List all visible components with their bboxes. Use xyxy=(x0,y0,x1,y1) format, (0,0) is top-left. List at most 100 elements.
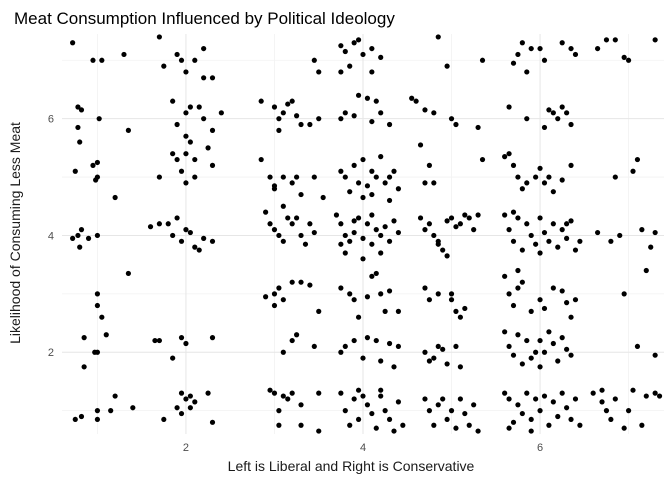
data-point xyxy=(355,37,362,43)
data-point xyxy=(75,104,81,110)
data-point xyxy=(94,291,101,297)
data-point xyxy=(643,393,649,399)
data-point xyxy=(364,221,371,227)
data-point xyxy=(519,410,525,417)
data-point xyxy=(524,180,530,186)
data-point xyxy=(338,116,344,122)
data-point xyxy=(351,40,357,46)
data-point xyxy=(183,396,189,402)
data-point xyxy=(448,297,455,303)
data-point xyxy=(568,352,574,358)
data-point xyxy=(280,110,286,116)
data-point xyxy=(533,396,539,402)
data-point xyxy=(298,402,304,408)
data-point xyxy=(174,405,180,411)
data-point xyxy=(457,314,463,320)
data-point xyxy=(170,355,176,361)
data-point xyxy=(564,221,570,227)
data-point xyxy=(378,54,384,60)
y-axis-ticks: 2 4 6 xyxy=(48,114,54,360)
data-point xyxy=(369,69,375,75)
data-point xyxy=(209,238,216,244)
data-point xyxy=(386,197,393,204)
data-point xyxy=(369,241,375,247)
data-point xyxy=(72,168,78,174)
data-point xyxy=(121,51,127,58)
data-point xyxy=(395,399,402,405)
data-point xyxy=(316,116,322,122)
data-point xyxy=(639,422,645,428)
data-point xyxy=(391,428,397,434)
data-point xyxy=(178,57,185,63)
data-point xyxy=(298,279,304,285)
data-point xyxy=(96,116,102,122)
data-point xyxy=(373,98,379,104)
data-point xyxy=(280,203,286,209)
data-point xyxy=(271,302,278,309)
x-axis-title: Left is Liberal and Right is Conservativ… xyxy=(228,458,475,474)
data-point xyxy=(519,40,525,46)
data-point xyxy=(568,45,574,52)
data-point xyxy=(515,51,521,58)
data-point xyxy=(475,124,481,131)
data-point xyxy=(94,416,101,423)
data-point xyxy=(351,229,357,236)
data-point xyxy=(444,63,450,69)
x-tick-label: 4 xyxy=(360,442,366,454)
data-point xyxy=(391,168,397,174)
data-point xyxy=(386,121,393,128)
data-point xyxy=(550,189,556,195)
data-point xyxy=(457,364,463,370)
data-point xyxy=(546,422,552,428)
data-point xyxy=(378,250,384,256)
data-point xyxy=(201,235,207,241)
data-point xyxy=(621,54,627,60)
data-point xyxy=(78,227,85,233)
data-point xyxy=(422,396,428,402)
data-point xyxy=(519,279,525,285)
data-point xyxy=(285,101,291,107)
data-point xyxy=(382,224,388,230)
data-point xyxy=(612,174,618,180)
data-point xyxy=(555,358,561,364)
data-point xyxy=(564,405,570,411)
data-point xyxy=(316,390,322,396)
data-point xyxy=(417,142,424,148)
data-point xyxy=(378,232,384,239)
data-point xyxy=(603,37,610,43)
data-point xyxy=(448,408,455,414)
data-point xyxy=(93,177,99,183)
data-point xyxy=(187,405,193,411)
data-point xyxy=(360,355,366,361)
data-point xyxy=(209,75,216,81)
data-point xyxy=(448,215,455,221)
data-point xyxy=(316,308,322,314)
data-point xyxy=(440,247,446,253)
data-point xyxy=(75,124,81,131)
data-point xyxy=(510,60,517,66)
data-point xyxy=(462,305,468,312)
data-point xyxy=(263,209,269,215)
data-point xyxy=(342,250,348,256)
data-point xyxy=(506,227,512,233)
data-point xyxy=(174,215,180,221)
data-point xyxy=(537,337,543,344)
data-point xyxy=(426,221,432,227)
data-point xyxy=(183,133,189,139)
data-point xyxy=(577,238,583,244)
data-point xyxy=(196,247,202,253)
data-point xyxy=(360,256,366,262)
data-point xyxy=(351,113,357,119)
data-point xyxy=(338,349,344,355)
data-point xyxy=(391,364,397,370)
data-point xyxy=(342,174,348,180)
data-point xyxy=(78,413,85,420)
data-point xyxy=(218,110,224,116)
data-point xyxy=(550,110,556,116)
data-point xyxy=(311,343,317,350)
data-point xyxy=(351,297,357,303)
data-point xyxy=(360,393,366,399)
data-point xyxy=(294,215,300,221)
data-point xyxy=(440,396,446,402)
data-point xyxy=(617,232,623,239)
